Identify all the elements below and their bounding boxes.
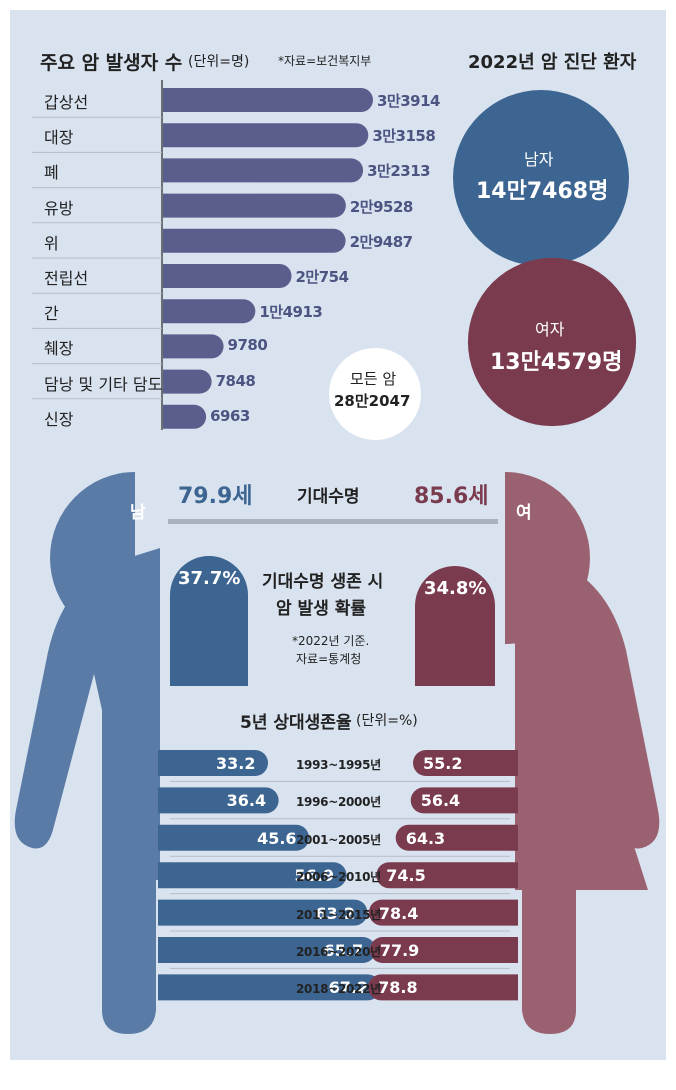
female-body — [515, 548, 660, 1034]
survival-value-female: 77.9 — [379, 941, 420, 960]
probability-note-line1: *2022년 기준. — [292, 634, 370, 648]
bar-value-label: 3만2313 — [367, 162, 431, 181]
divider-rule — [168, 519, 498, 524]
bar — [163, 228, 346, 253]
bar — [163, 404, 207, 429]
survival-value-female: 78.8 — [378, 978, 418, 998]
life-expectancy-title: 기대수명 — [297, 487, 360, 507]
bar — [163, 158, 364, 183]
survival-bar-female — [376, 862, 518, 889]
life-expectancy-male-value: 79.9세 — [178, 484, 253, 509]
bar-value-label: 6963 — [210, 406, 250, 425]
bar-value-label: 2만9487 — [349, 232, 414, 251]
survival-bar-male — [158, 974, 381, 1001]
survival-bar-male — [158, 787, 279, 814]
bar — [163, 369, 212, 394]
male-head-label: 남 — [130, 503, 146, 523]
bar-value-label: 7848 — [215, 371, 256, 390]
category-label: 신장 — [44, 409, 74, 429]
total-value: 28만2047 — [334, 392, 411, 410]
bar-value-label: 9780 — [227, 336, 268, 355]
bar — [163, 123, 369, 148]
bar — [163, 299, 256, 324]
category-label: 담낭 및 기타 담도 — [44, 374, 163, 394]
probability-female-value: 34.8% — [424, 578, 487, 599]
probability-bar-female — [415, 566, 495, 686]
survival-period-label: 2016~2020년 — [296, 945, 381, 959]
unit-note: (단위=명) — [188, 54, 250, 70]
survival-value-female: 55.2 — [423, 754, 463, 773]
survival-title: 5년 상대생존율 — [240, 713, 352, 733]
survival-bar-male — [158, 862, 347, 889]
bar — [163, 334, 224, 359]
chart-title: 주요 암 발생자 수 — [40, 52, 183, 74]
survival-value-female: 78.4 — [378, 903, 419, 923]
category-label: 간 — [44, 304, 59, 324]
bar-value-label: 3만3158 — [372, 127, 436, 146]
bar — [163, 264, 292, 288]
survival-period-label: 1993~1995년 — [296, 758, 381, 772]
survival-bar-male — [158, 937, 376, 963]
survival-bar-female — [369, 937, 518, 963]
survival-period-label: 2006~2010년 — [296, 870, 381, 885]
survival-bar-male — [158, 750, 268, 776]
survival-value-male: 45.6 — [257, 828, 297, 848]
category-label: 폐 — [44, 163, 59, 183]
survival-value-male: 33.2 — [216, 754, 256, 773]
survival-value-male: 56.9 — [294, 866, 334, 886]
survival-bar-female — [368, 974, 518, 1001]
survival-value-female: 64.3 — [405, 828, 446, 848]
bubble-female — [467, 257, 637, 427]
category-label: 대장 — [44, 128, 74, 148]
survival-value-female: 74.5 — [386, 866, 426, 886]
survival-bar-female — [413, 750, 518, 776]
survival-period-label: 2018~2022년 — [296, 982, 381, 997]
bubble-female-value: 13만4579명 — [490, 350, 623, 375]
probability-title-line2: 암 발생 확률 — [276, 599, 367, 619]
survival-period-label: 2011~2015년 — [296, 907, 381, 922]
survival-bar-male — [158, 824, 310, 851]
probability-bar-male — [170, 556, 248, 686]
bubble-male-value: 14만7468명 — [476, 179, 609, 204]
survival-bar-female — [368, 899, 518, 926]
category-label: 위 — [44, 233, 59, 253]
survival-bar-female — [395, 824, 518, 851]
bar-value-label: 3만3914 — [377, 92, 441, 110]
survival-value-female: 56.4 — [420, 791, 461, 811]
category-label: 갑상선 — [44, 93, 89, 112]
survival-value-male: 67.2 — [328, 978, 369, 998]
survival-value-male: 63.2 — [315, 903, 355, 923]
survival-period-label: 2001~2005년 — [296, 832, 381, 847]
total-label: 모든 암 — [350, 370, 397, 388]
bubble-male — [453, 90, 629, 266]
infographic-graphics — [14, 80, 660, 1034]
category-label: 유방 — [44, 198, 74, 218]
probability-male-value: 37.7% — [178, 568, 241, 589]
survival-period-label: 1996~2000년 — [296, 795, 381, 810]
category-label: 췌장 — [44, 339, 74, 359]
category-label: 전립선 — [44, 269, 89, 288]
male-body — [14, 548, 161, 1034]
life-expectancy-female-value: 85.6세 — [414, 484, 489, 509]
bar-value-label: 2만9528 — [349, 197, 414, 216]
bar — [163, 193, 346, 218]
survival-value-male: 65.7 — [323, 941, 364, 960]
survival-bar-male — [158, 899, 368, 926]
bar — [163, 88, 373, 112]
probability-title-line1: 기대수명 생존 시 — [262, 572, 384, 592]
survival-value-male: 36.4 — [226, 791, 267, 811]
total-circle — [329, 348, 421, 440]
bar-value-label: 2만754 — [295, 268, 350, 286]
survival-unit-note: (단위=%) — [356, 713, 418, 729]
survival-bar-female — [410, 787, 518, 814]
female-head-label: 여 — [516, 503, 532, 523]
source-note: *자료=보건복지부 — [278, 54, 372, 68]
diagnosis-title: 2022년 암 진단 환자 — [468, 52, 637, 73]
bar-value-label: 1만4913 — [259, 303, 323, 322]
bubble-female-label: 여자 — [535, 320, 565, 339]
bubble-male-label: 남자 — [524, 150, 554, 169]
probability-note-line2: 자료=통계청 — [296, 652, 362, 666]
